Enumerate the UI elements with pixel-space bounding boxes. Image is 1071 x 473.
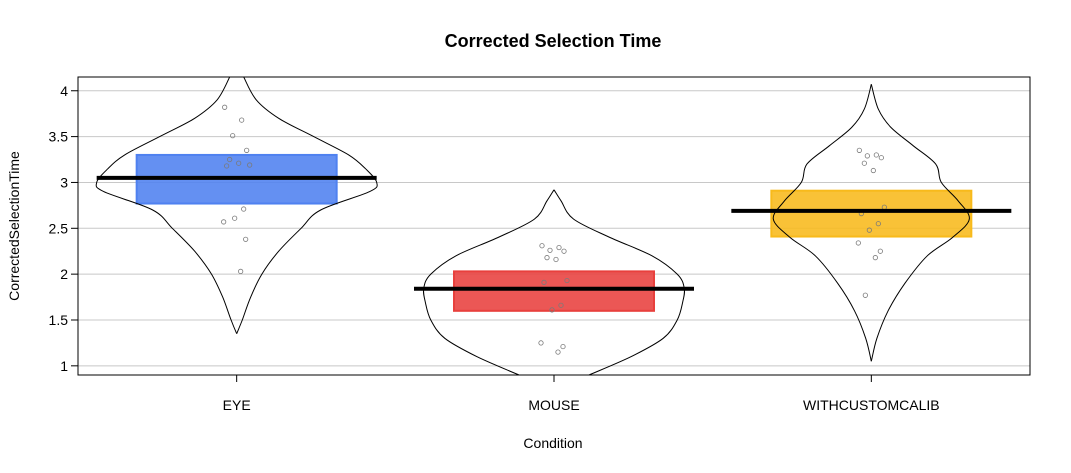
plot-content [95, 77, 1012, 375]
data-point [553, 256, 559, 263]
inference-band [770, 189, 973, 238]
data-point [238, 268, 244, 274]
data-point [227, 156, 233, 163]
data-point [539, 243, 545, 249]
data-point [873, 152, 879, 158]
data-point [564, 277, 570, 284]
data-point [870, 167, 876, 174]
x-axis: EYE MOUSE WITHCUSTOMCALIB [223, 375, 940, 413]
data-point [862, 292, 868, 298]
group-mouse [414, 189, 694, 375]
y-tick-label: 2.5 [49, 220, 69, 236]
data-point [866, 227, 872, 233]
data-point [244, 147, 250, 153]
data-point [861, 160, 867, 166]
inference-band [453, 270, 655, 312]
data-point [221, 219, 227, 225]
chart-title: Corrected Selection Time [445, 31, 662, 51]
y-tick-label: 1.5 [49, 312, 69, 328]
y-tick-label: 1 [60, 358, 68, 374]
data-point [224, 163, 230, 169]
y-tick-label: 4 [60, 83, 68, 99]
violin-left [422, 189, 555, 375]
violin-right [553, 189, 686, 375]
data-point [875, 221, 881, 227]
data-point [541, 279, 547, 285]
x-tick-label: WITHCUSTOMCALIB [803, 397, 940, 413]
data-point [878, 155, 884, 161]
data-point [239, 117, 245, 123]
data-point [864, 153, 870, 159]
data-point [230, 133, 236, 139]
x-tick-label: MOUSE [528, 397, 579, 413]
data-point [872, 255, 878, 261]
x-tick-label: EYE [223, 397, 251, 413]
violin-right [236, 77, 378, 334]
data-point [232, 215, 238, 221]
data-point [556, 244, 562, 251]
data-point [236, 160, 242, 166]
data-point [561, 248, 567, 254]
data-point [549, 307, 555, 313]
data-point [241, 206, 247, 212]
y-tick-label: 3 [60, 174, 68, 190]
data-point [547, 247, 553, 253]
data-point [538, 340, 544, 346]
data-point [222, 104, 228, 110]
group-withcustomcalib [731, 84, 1012, 362]
data-point [877, 248, 883, 254]
y-axis-label: CorrectedSelectionTime [6, 151, 22, 301]
data-point [856, 147, 862, 153]
data-point [555, 349, 561, 355]
y-axis: 1 1.5 2 2.5 3 3.5 4 [49, 83, 78, 374]
data-point [560, 343, 566, 350]
x-axis-label: Condition [523, 435, 582, 451]
y-tick-label: 2 [60, 266, 68, 282]
y-tick-label: 3.5 [49, 129, 69, 145]
data-point [247, 162, 253, 168]
group-eye [95, 77, 378, 334]
data-point [558, 302, 564, 308]
violin-left [95, 77, 238, 334]
data-point [544, 255, 550, 261]
plot-area [95, 77, 1012, 375]
data-point [855, 240, 861, 246]
data-point [243, 236, 249, 242]
